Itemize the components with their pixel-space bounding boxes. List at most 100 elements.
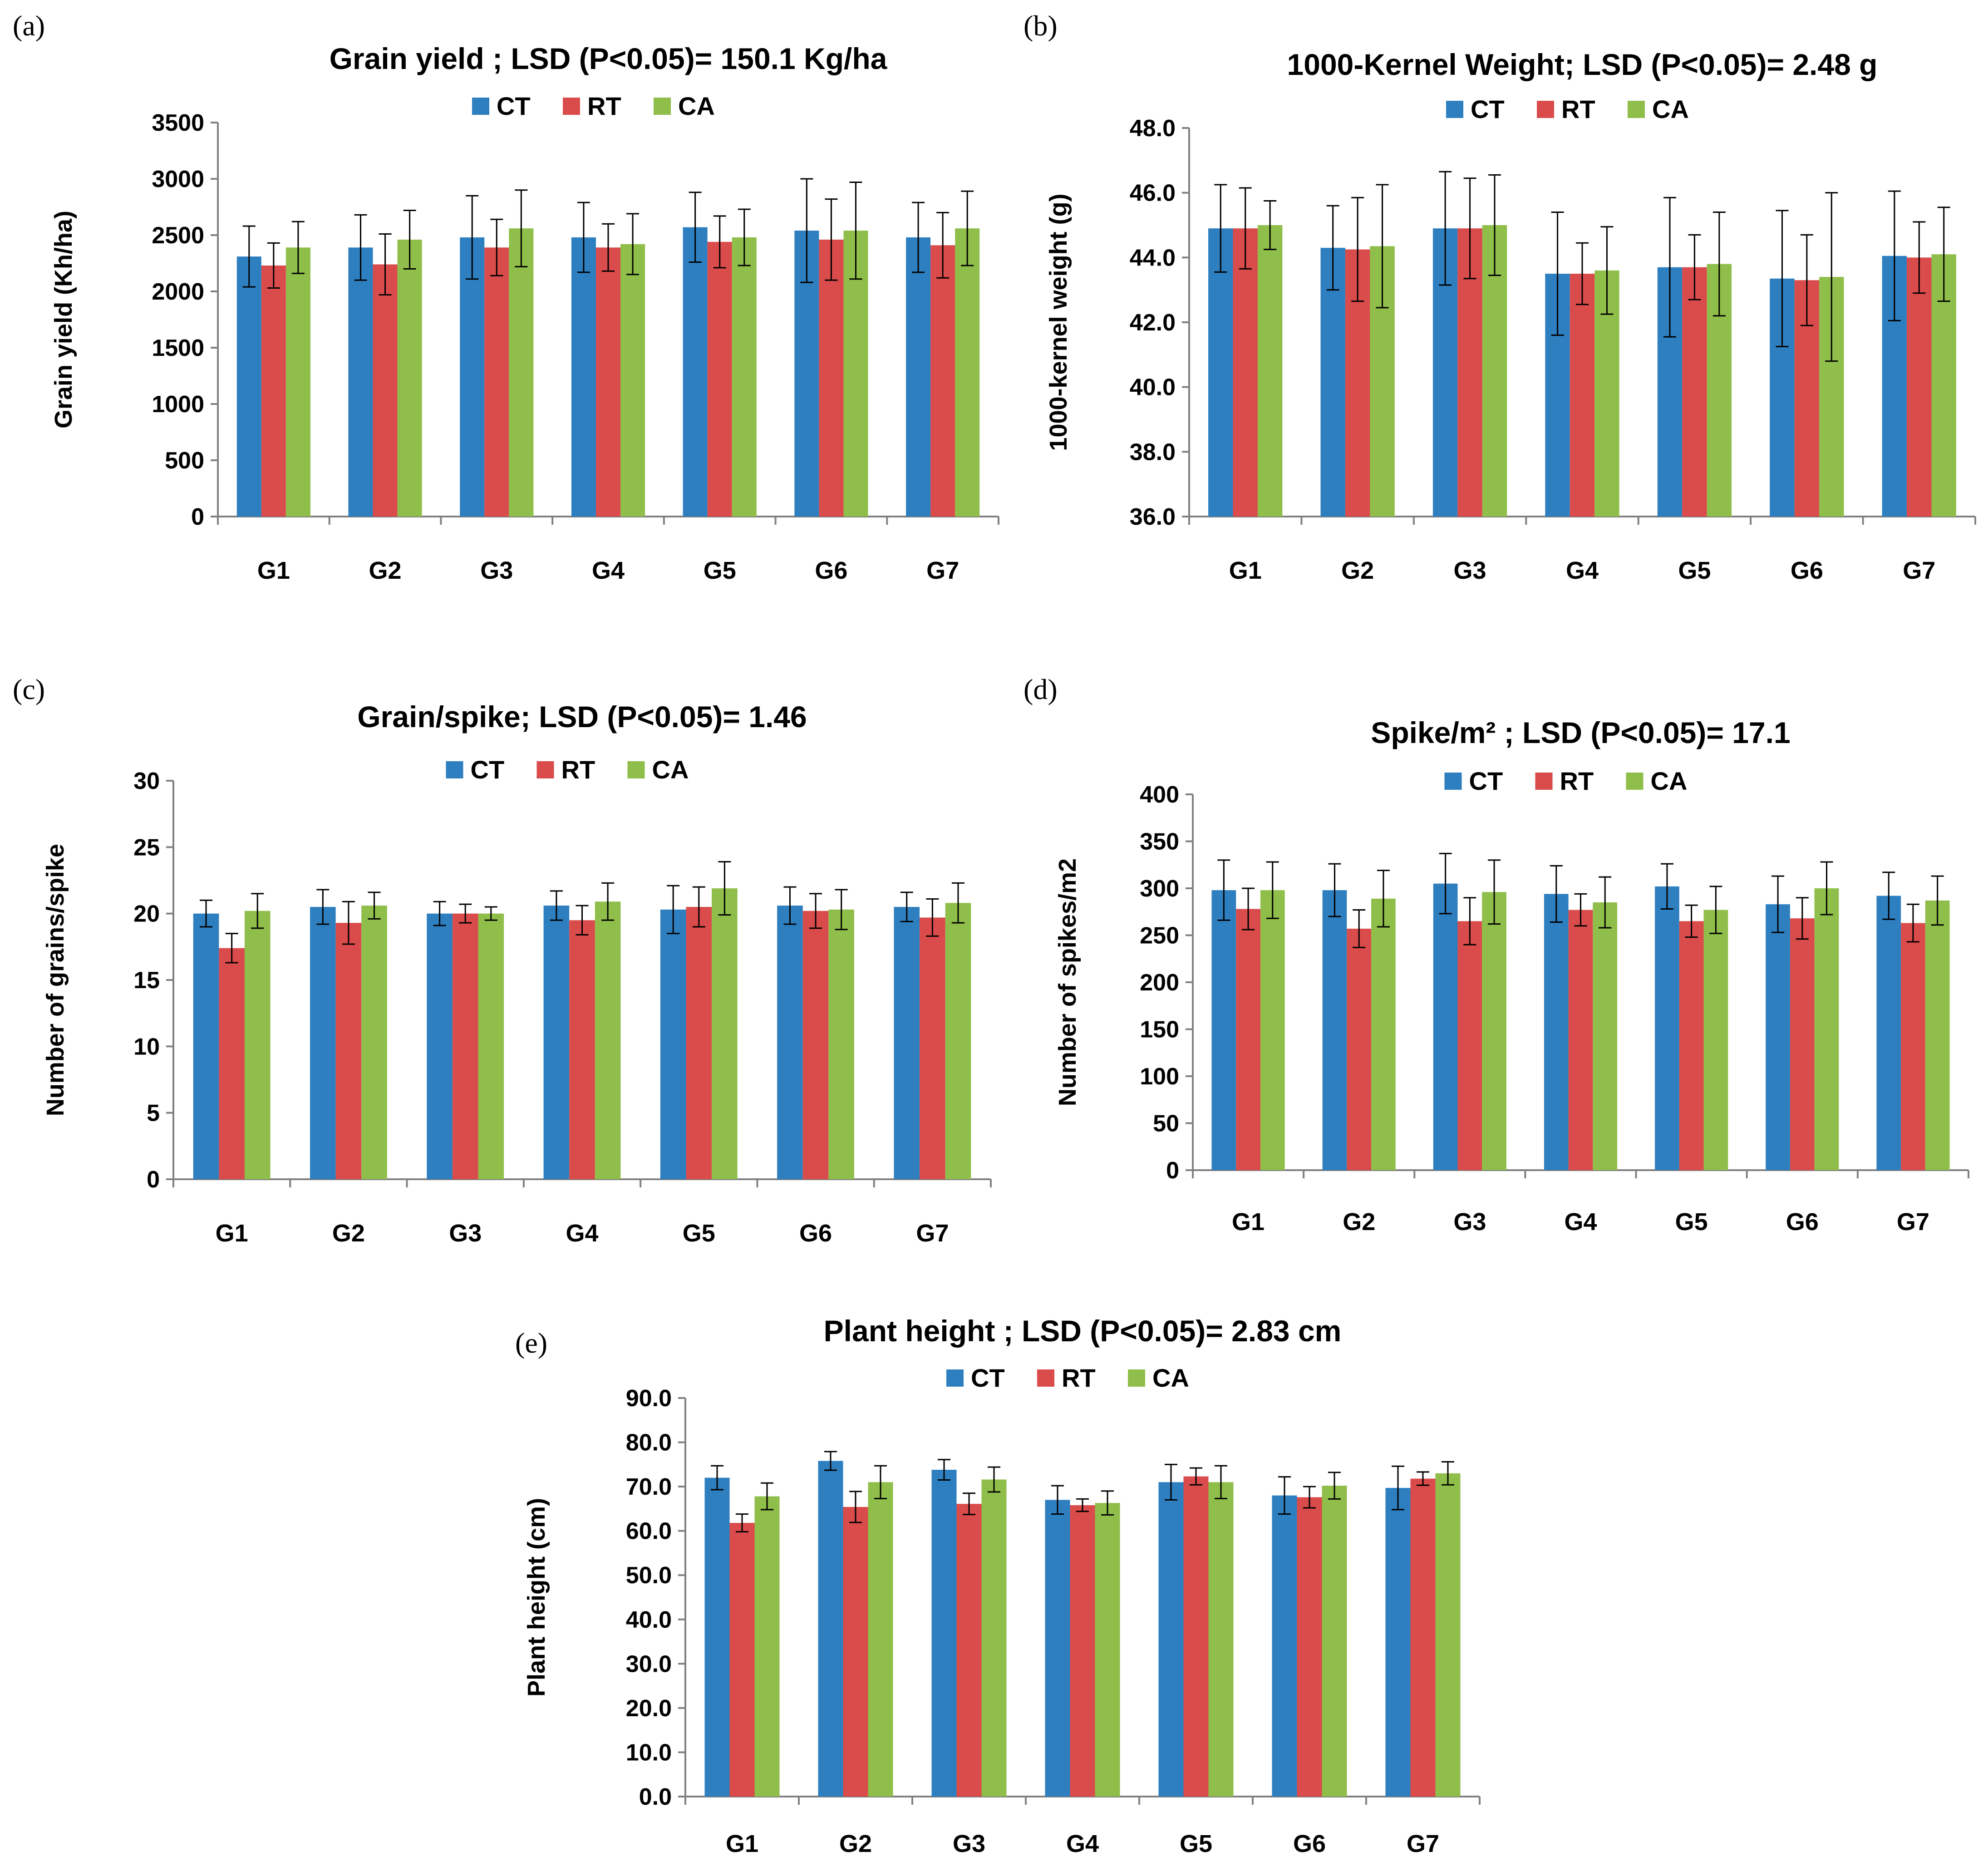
bar-rt-g2 <box>373 264 398 517</box>
y-axis-label: Grain yield (Kh/ha) <box>50 211 77 428</box>
error-bar <box>1913 221 1926 294</box>
bar-ca-g3 <box>509 228 534 517</box>
x-tick-label: G3 <box>1454 557 1486 584</box>
error-bar <box>433 901 446 926</box>
legend: CT RT CA <box>1446 95 1689 123</box>
x-tick-label: G5 <box>1180 1830 1212 1857</box>
error-bar <box>515 189 528 267</box>
y-tick-label: 0 <box>191 504 204 530</box>
error-bar <box>736 1513 748 1533</box>
x-tick-label: G1 <box>257 557 290 584</box>
error-bar <box>1463 897 1476 945</box>
bar-ct-g2 <box>348 247 373 517</box>
error-bar <box>689 192 702 263</box>
legend-label-ct: CT <box>971 1364 1005 1392</box>
bar-rt-g4 <box>1568 910 1593 1170</box>
y-tick-label: 20 <box>133 901 160 927</box>
y-tick-label: 36.0 <box>1130 504 1176 530</box>
x-tick-label: G6 <box>799 1220 832 1247</box>
bar-ca-g4 <box>595 901 621 1179</box>
y-tick-label: 0 <box>147 1167 160 1193</box>
legend: CT RT CA <box>472 92 715 120</box>
x-tick-label: G7 <box>1407 1830 1439 1857</box>
error-bar <box>1439 852 1452 915</box>
error-bar <box>1600 226 1614 315</box>
error-bar <box>667 885 680 935</box>
chart-d: Spike/m² ; LSD (P<0.05)= 17.1 CT RT CA Numbe… <box>1054 716 1969 1236</box>
error-bar <box>1709 886 1722 934</box>
x-tick-label: G2 <box>369 557 402 584</box>
bar-ct-g2 <box>818 1461 843 1797</box>
y-axis-label: Number of grains/spike <box>42 844 69 1116</box>
bar-rt-g6 <box>802 911 829 1179</box>
bar-ct-g3 <box>931 1470 957 1797</box>
x-tick-label: G2 <box>1341 557 1374 584</box>
chart-e: Plant height ; LSD (P<0.05)= 2.83 cm CT RT… <box>523 1314 1481 1857</box>
error-bar <box>490 218 503 276</box>
bar-ct-g3 <box>1433 883 1458 1170</box>
legend-swatch-rt <box>1037 1369 1054 1387</box>
legend-swatch-rt <box>536 761 554 778</box>
bar-rt-g1 <box>1233 228 1258 517</box>
legend-swatch-ct <box>1446 101 1463 118</box>
error-bar <box>1576 242 1589 305</box>
x-tick-label: G3 <box>480 557 513 584</box>
chart-c: Grain/spike; LSD (P<0.05)= 1.46 CT RT CA Num… <box>42 700 992 1247</box>
error-bar <box>1442 1461 1454 1486</box>
bar-ct-g4 <box>1045 1500 1070 1797</box>
legend-label-rt: RT <box>1561 95 1595 123</box>
chart-b: 1000-Kernel Weight; LSD (P<0.05)= 2.48 g… <box>1045 48 1976 584</box>
panel-b: (b) 1000-Kernel Weight; LSD (P<0.05)= 2.… <box>1024 10 1976 584</box>
error-bar <box>938 1459 950 1481</box>
bar-ca-g5 <box>712 888 738 1179</box>
bar-ct-g4 <box>571 237 596 517</box>
error-bar <box>602 223 615 272</box>
bar-rt-g1 <box>219 948 245 1179</box>
error-bar <box>459 903 472 924</box>
legend-label-rt: RT <box>587 92 621 120</box>
bar-ca-g7 <box>945 903 971 1179</box>
bar-ca-g3 <box>1482 892 1506 1170</box>
x-tick-label: G7 <box>1897 1208 1929 1236</box>
bar-rt-g3 <box>484 247 509 517</box>
bar-rt-g7 <box>920 917 945 1179</box>
error-bar <box>835 889 848 931</box>
x-tick-label: G4 <box>1564 1208 1597 1236</box>
error-bar <box>800 178 813 283</box>
bar-rt-g1 <box>261 265 286 517</box>
error-bar <box>936 212 950 279</box>
panel-d: (d) Spike/m² ; LSD (P<0.05)= 17.1 CT RT CA N… <box>1024 673 1969 1236</box>
bar-ca-g2 <box>868 1482 893 1797</box>
error-bar <box>354 214 367 281</box>
error-bar <box>1599 876 1612 929</box>
y-tick-label: 300 <box>1140 876 1179 902</box>
y-tick-label: 15 <box>133 967 160 994</box>
error-bar <box>1663 197 1676 338</box>
error-bar <box>713 215 726 269</box>
bar-rt-g6 <box>1790 918 1815 1170</box>
bar-ct-g6 <box>1766 904 1790 1170</box>
legend-swatch-ct <box>446 761 463 778</box>
error-bar <box>1214 184 1227 273</box>
y-tick-label: 90.0 <box>626 1385 672 1412</box>
error-bar <box>1906 903 1919 943</box>
error-bar <box>267 242 280 289</box>
bar-ca-g6 <box>828 909 854 1179</box>
error-bar <box>1488 859 1501 925</box>
error-bar <box>601 882 615 921</box>
x-tick-label: G6 <box>1786 1208 1819 1236</box>
y-tick-label: 50 <box>1153 1111 1179 1137</box>
error-bar <box>1353 909 1366 948</box>
legend-swatch-ct <box>472 98 489 115</box>
error-bar <box>1882 871 1895 920</box>
error-bar <box>342 901 355 945</box>
bar-ca-g7 <box>1435 1473 1461 1797</box>
legend-swatch-rt <box>1537 101 1554 118</box>
legend-swatch-ca <box>627 761 645 778</box>
legend-label-rt: RT <box>1062 1364 1096 1392</box>
x-tick-label: G6 <box>1293 1830 1326 1857</box>
bar-ca-g5 <box>1703 910 1728 1170</box>
error-bar <box>1776 210 1789 347</box>
y-tick-label: 80.0 <box>626 1430 672 1456</box>
legend-label-ct: CT <box>1471 95 1505 123</box>
